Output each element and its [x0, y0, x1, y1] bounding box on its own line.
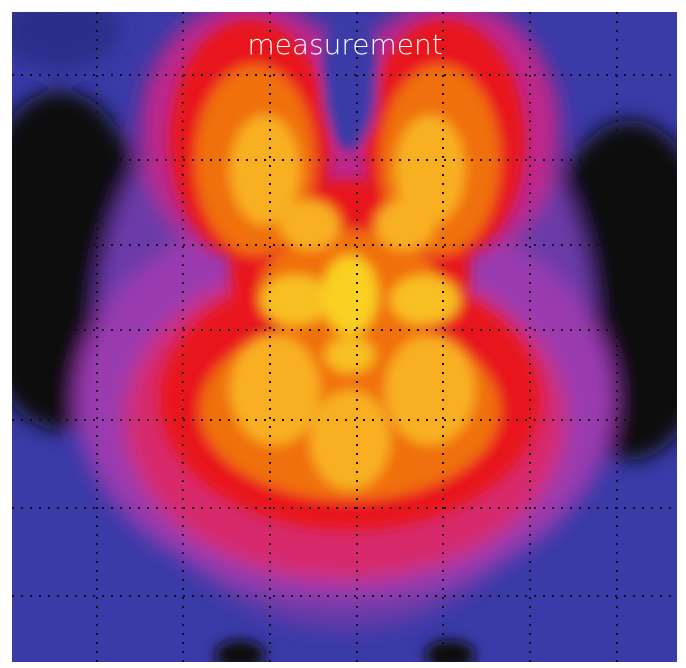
plot-title: measurement [247, 28, 442, 61]
heatmap [0, 0, 686, 668]
measurement-plot: measurement [0, 0, 686, 668]
